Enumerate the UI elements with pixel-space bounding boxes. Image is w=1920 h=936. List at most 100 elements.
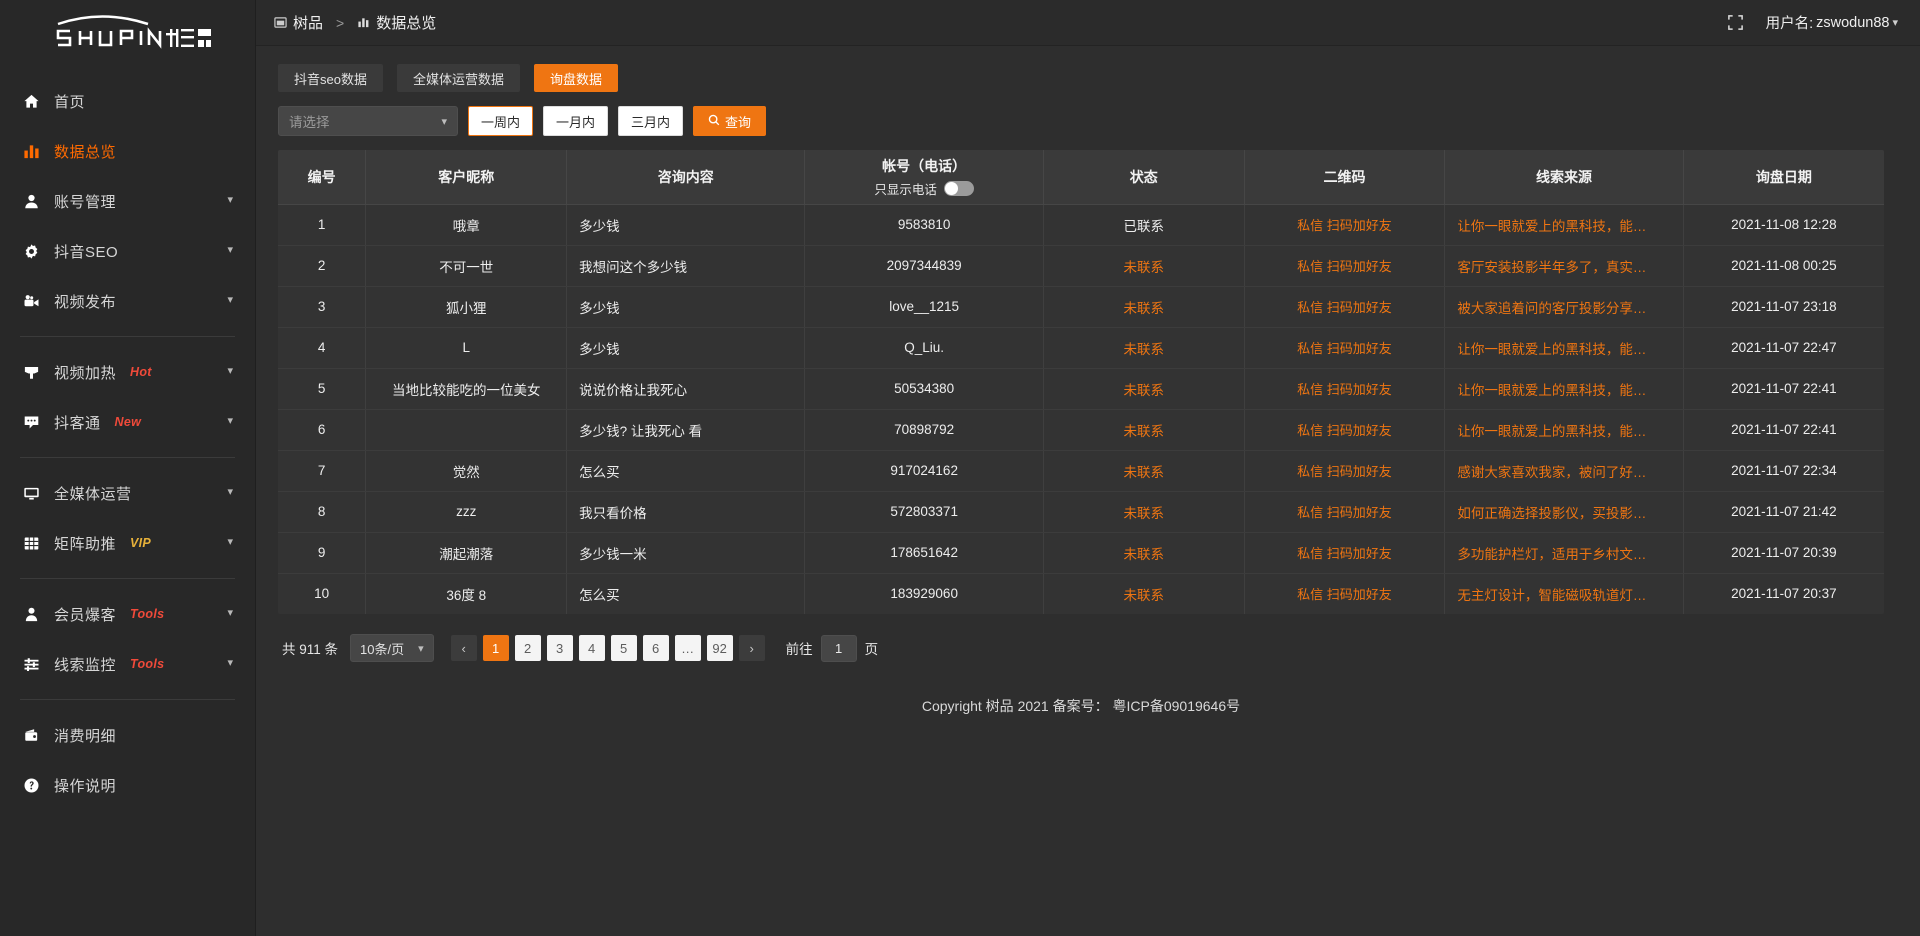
qrcode-link[interactable]: 私信 扫码加好友 — [1297, 464, 1392, 479]
cell-account: 183929060 — [804, 573, 1044, 614]
qrcode-link[interactable]: 私信 扫码加好友 — [1297, 546, 1392, 561]
user-menu[interactable]: 用户名: zswodun88 ▾ — [1766, 12, 1898, 33]
page-button-5[interactable]: 6 — [642, 635, 669, 661]
sidebar-item-0[interactable]: 首页 — [0, 76, 255, 126]
qrcode-link[interactable]: 私信 扫码加好友 — [1297, 218, 1392, 233]
qrcode-link[interactable]: 私信 扫码加好友 — [1297, 300, 1392, 315]
sidebar-item-2[interactable]: 账号管理 ▾ — [0, 176, 255, 226]
qrcode-link[interactable]: 私信 扫码加好友 — [1297, 587, 1392, 603]
cell-source: 感谢大家喜欢我家，被问了好… — [1444, 450, 1684, 492]
brand-logo[interactable] — [0, 0, 255, 62]
table-row: 9 潮起潮落 多少钱一米 178651642 未联系 私信 扫码加好友 多功能护栏灯，适用于… — [278, 532, 1884, 574]
chevron-down-icon[interactable]: ▾ — [227, 535, 233, 548]
col-nick: 客户昵称 — [365, 150, 568, 205]
page-button-4[interactable]: 5 — [610, 635, 637, 661]
phone-only-label: 只显示电话 — [874, 182, 937, 197]
source-link[interactable]: 无主灯设计，智能磁吸轨道灯… — [1457, 587, 1647, 603]
breadcrumb-root[interactable]: 树品 — [274, 12, 323, 33]
source-link[interactable]: 让你一眼就爱上的黑科技，能… — [1457, 341, 1647, 357]
date-range-0[interactable]: 一周内 — [468, 106, 534, 136]
source-link[interactable]: 感谢大家喜欢我家，被问了好… — [1457, 464, 1647, 480]
chevron-down-icon[interactable]: ▾ — [227, 414, 233, 427]
sidebar-item-8[interactable]: 矩阵助推 VIP ▾ — [0, 518, 255, 568]
cell-qrcode: 私信 扫码加好友 — [1244, 245, 1446, 287]
sidebar-item-11[interactable]: 消费明细 — [0, 710, 255, 760]
chevron-down-icon[interactable]: ▾ — [227, 364, 233, 377]
sidebar-item-3[interactable]: 抖音SEO ▾ — [0, 226, 255, 276]
source-link[interactable]: 被大家追着问的客厅投影分享… — [1457, 300, 1647, 316]
chevron-down-icon[interactable]: ▾ — [227, 656, 233, 669]
status-badge: 未联系 — [1043, 409, 1245, 451]
page-button-3[interactable]: 4 — [578, 635, 605, 661]
chart-bar-icon — [357, 16, 370, 29]
page-number-list: 1 2 3 4 5 6… 92 — [482, 635, 733, 661]
page-button-1[interactable]: 2 — [514, 635, 541, 661]
date-range-1[interactable]: 一月内 — [543, 106, 609, 136]
sidebar: 首页数据总览账号管理 ▾ 抖音SEO ▾ 视频发布 ▾ 视频加热 Hot ▾ 抖客通 New ▾ 全媒体… — [0, 0, 256, 936]
source-link[interactable]: 客厅安装投影半年多了，真实… — [1457, 259, 1647, 275]
sidebar-item-10[interactable]: 线索监控 Tools ▾ — [0, 639, 255, 689]
source-link[interactable]: 如何正确选择投影仪，买投影… — [1457, 505, 1647, 521]
sidebar-item-7[interactable]: 全媒体运营 ▾ — [0, 468, 255, 518]
chevron-down-icon[interactable]: ▾ — [227, 293, 233, 306]
search-button[interactable]: 查询 — [693, 106, 767, 136]
sidebar-item-5[interactable]: 视频加热 Hot ▾ — [0, 347, 255, 397]
sidebar-item-9[interactable]: 会员爆客 Tools ▾ — [0, 589, 255, 639]
tab-bar: 抖音seo数据 全媒体运营数据 询盘数据 — [278, 64, 1884, 92]
source-link[interactable]: 让你一眼就爱上的黑科技，能… — [1457, 382, 1647, 398]
source-link[interactable]: 让你一眼就爱上的黑科技，能… — [1457, 218, 1647, 234]
date-range-2[interactable]: 三月内 — [618, 106, 684, 136]
cell-date: 2021-11-08 00:25 — [1683, 245, 1884, 287]
page-button-6[interactable]: … — [674, 635, 701, 661]
status-badge: 未联系 — [1043, 450, 1245, 492]
source-link[interactable]: 多功能护栏灯，适用于乡村文… — [1457, 546, 1647, 562]
tab-0[interactable]: 抖音seo数据 — [278, 64, 383, 92]
account-select[interactable]: 请选择 ▾ — [278, 106, 458, 136]
cell-source: 如何正确选择投影仪，买投影… — [1444, 491, 1684, 533]
account-select-placeholder: 请选择 — [289, 115, 330, 130]
chevron-down-icon[interactable]: ▾ — [227, 193, 233, 206]
col-source: 线索来源 — [1444, 150, 1684, 205]
table-body: 1 哦章 多少钱 9583810 已联系 私信 扫码加好友 让你一眼就爱上的黑科技，能… 20… — [278, 204, 1884, 614]
qrcode-link[interactable]: 私信 扫码加好友 — [1297, 259, 1392, 274]
sidebar-divider — [20, 578, 235, 579]
prev-page-button[interactable]: ‹ — [450, 635, 477, 661]
sidebar-item-6[interactable]: 抖客通 New ▾ — [0, 397, 255, 447]
sidebar-item-label: 数据总览 — [54, 143, 117, 161]
qrcode-link[interactable]: 私信 扫码加好友 — [1297, 341, 1392, 356]
cell-id: 4 — [278, 327, 367, 369]
cell-source: 无主灯设计，智能磁吸轨道灯… — [1444, 573, 1684, 614]
cell-account: love__1215 — [804, 286, 1044, 328]
chevron-down-icon[interactable]: ▾ — [227, 485, 233, 498]
page-size-select[interactable]: 10条/页 ▾ — [350, 634, 434, 662]
page-button-0[interactable]: 1 — [482, 635, 509, 661]
status-badge: 未联系 — [1043, 368, 1245, 410]
qrcode-link[interactable]: 私信 扫码加好友 — [1297, 423, 1392, 438]
tab-1[interactable]: 全媒体运营数据 — [396, 64, 520, 92]
phone-only-toggle[interactable] — [943, 180, 974, 196]
breadcrumb-current[interactable]: 数据总览 — [357, 12, 436, 33]
page-button-7[interactable]: 92 — [706, 635, 733, 661]
col-status: 状态 — [1043, 150, 1245, 205]
sidebar-item-1[interactable]: 数据总览 — [0, 126, 255, 176]
main-area: 树品 > 数据总览 用户名: zswodun88 — [256, 0, 1920, 936]
sidebar-item-12[interactable]: 操作说明 — [0, 760, 255, 810]
inquiry-table: 编号 客户昵称 咨询内容 帐号（电话） 只显示电话 — [278, 150, 1884, 614]
chevron-down-icon[interactable]: ▾ — [227, 606, 233, 619]
cell-qrcode: 私信 扫码加好友 — [1244, 409, 1446, 451]
page-button-2[interactable]: 3 — [546, 635, 573, 661]
sidebar-item-4[interactable]: 视频发布 ▾ — [0, 276, 255, 326]
sidebar-item-label: 线索监控 — [54, 656, 117, 674]
cell-qrcode: 私信 扫码加好友 — [1244, 532, 1446, 574]
tab-2[interactable]: 询盘数据 — [533, 64, 618, 92]
qrcode-link[interactable]: 私信 扫码加好友 — [1297, 505, 1392, 520]
content-area: 抖音seo数据 全媒体运营数据 询盘数据 请选择 ▾ 一周内 一月内 三月内 查询 — [256, 46, 1920, 936]
qrcode-link[interactable]: 私信 扫码加好友 — [1297, 382, 1392, 397]
chevron-down-icon[interactable]: ▾ — [227, 243, 233, 256]
chevron-down-icon: ▾ — [441, 115, 447, 128]
goto-page-input[interactable] — [820, 634, 857, 662]
fullscreen-icon[interactable] — [1727, 14, 1744, 31]
status-badge: 未联系 — [1043, 491, 1245, 533]
next-page-button[interactable]: › — [738, 635, 765, 661]
source-link[interactable]: 让你一眼就爱上的黑科技，能… — [1457, 423, 1647, 439]
